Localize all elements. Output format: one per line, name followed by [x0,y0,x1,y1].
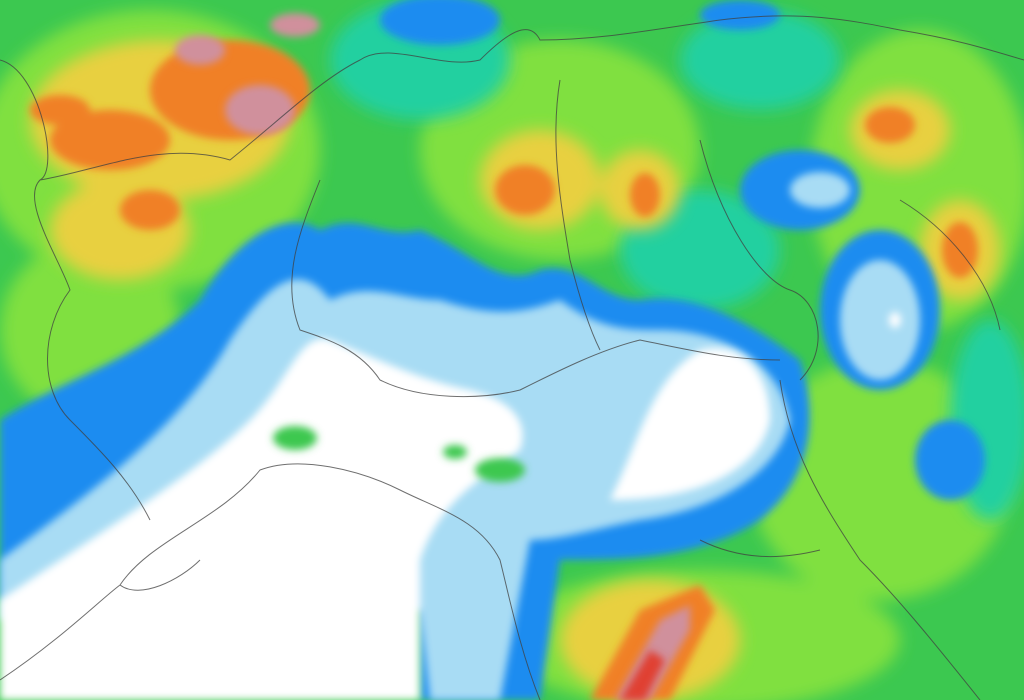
alpine-border [0,15,1024,521]
red-core [620,650,665,700]
no-data-white-areas [0,312,901,700]
regional-borders [119,79,1001,700]
coastline [0,463,541,700]
borders [0,15,1024,700]
green-cells-coastal [273,426,525,482]
